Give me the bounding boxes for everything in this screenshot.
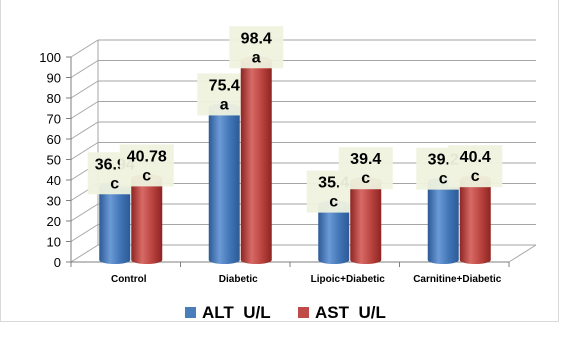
x-category-label: Control <box>111 274 147 285</box>
legend-label: AST U/L <box>315 303 386 322</box>
data-label-box <box>229 26 284 69</box>
data-label-letter: c <box>471 168 480 185</box>
data-label-value: 98.4 <box>241 30 272 47</box>
data-label-box <box>338 147 393 190</box>
data-label-letter: c <box>439 171 448 188</box>
y-tick-label: 20 <box>47 214 61 229</box>
bar <box>350 181 382 264</box>
data-label-value: 40.78 <box>127 148 167 165</box>
data-label-value: 75.4 <box>209 77 240 94</box>
gridline-side <box>70 121 99 140</box>
y-tick-label: 30 <box>47 194 61 209</box>
x-category-label: Diabetic <box>219 274 258 285</box>
y-tick-label: 70 <box>47 112 61 127</box>
chart-border <box>1 0 559 322</box>
gridline-side <box>70 101 99 119</box>
gridline-side <box>70 39 99 58</box>
legend-label: ALT U/L <box>202 303 271 322</box>
data-label-letter: c <box>329 194 338 211</box>
legend-swatch <box>185 307 196 318</box>
y-tick-label: 80 <box>47 91 61 106</box>
bar <box>131 178 163 264</box>
data-label-value: 40.4 <box>460 149 491 166</box>
chart-left-edge <box>0 0 1 322</box>
y-tick-label: 40 <box>47 173 61 188</box>
gridline-side <box>70 224 99 242</box>
data-label-box <box>119 144 174 187</box>
gridline-side <box>70 203 99 222</box>
y-tick-label: 10 <box>47 235 61 250</box>
y-tick-label: 90 <box>47 71 61 86</box>
data-label-value: 39.4 <box>350 151 381 168</box>
x-category-label: Lipoic+Diabetic <box>311 274 386 285</box>
y-tick-label: 100 <box>39 50 61 65</box>
data-label-letter: c <box>142 167 151 184</box>
bar <box>459 179 491 264</box>
floor-right-edge <box>508 244 537 263</box>
data-label-letter: c <box>361 170 370 187</box>
data-label-box <box>448 145 503 188</box>
gridline-side <box>70 60 99 78</box>
data-label-letter: a <box>220 96 229 113</box>
y-tick-label: 60 <box>47 132 61 147</box>
bar <box>427 181 459 264</box>
x-category-label: Carnitine+Diabetic <box>413 274 502 285</box>
data-label-letter: a <box>252 49 261 66</box>
bar <box>208 107 240 264</box>
bar <box>318 204 350 264</box>
gridline-side <box>70 80 99 99</box>
bar <box>240 60 272 264</box>
y-tick-label: 0 <box>54 255 61 270</box>
data-label-letter: c <box>110 175 119 192</box>
legend-swatch <box>298 307 309 318</box>
gridline-side <box>70 244 99 263</box>
y-tick-label: 50 <box>47 153 61 168</box>
bar <box>99 186 131 264</box>
gridline-side <box>70 142 99 160</box>
